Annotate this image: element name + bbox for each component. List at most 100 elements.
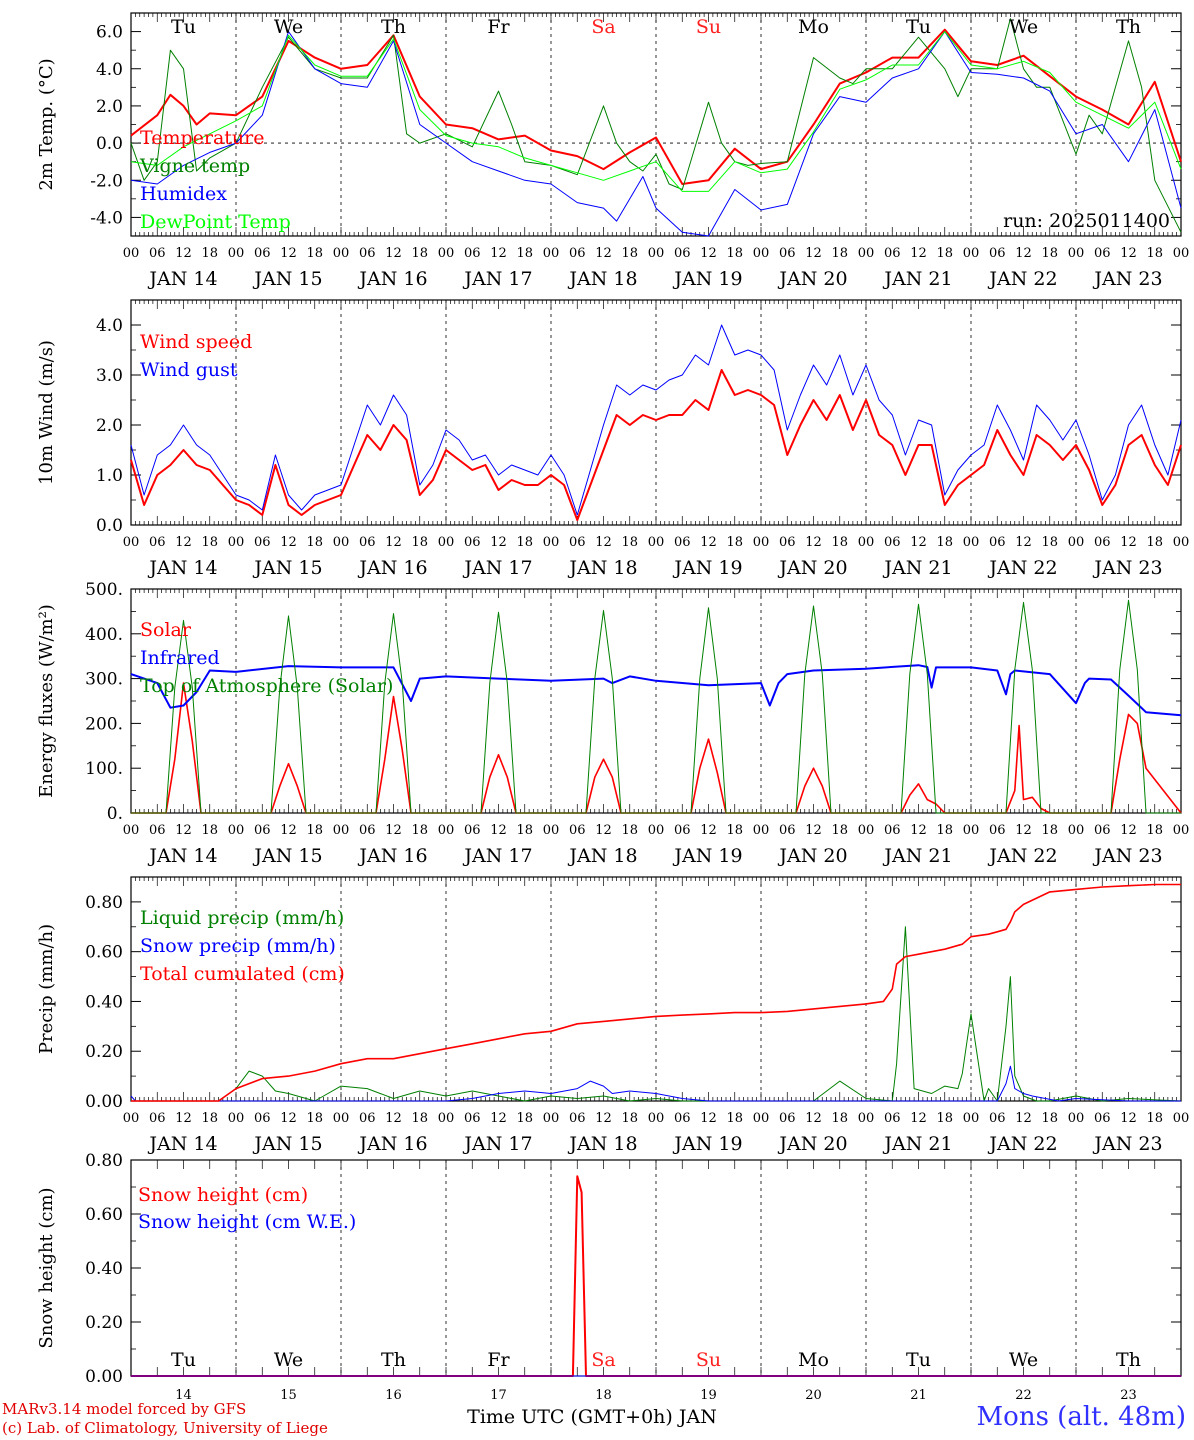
y-tick-label: 300. (85, 670, 123, 690)
hour-label: 12 (490, 246, 507, 261)
hour-label: 12 (1015, 246, 1032, 261)
day-label: JAN 19 (672, 557, 742, 579)
hour-label: 06 (1094, 1111, 1111, 1126)
hour-label: 00 (1068, 535, 1085, 550)
hour-label: 06 (254, 246, 271, 261)
hour-label: 00 (123, 246, 140, 261)
series-line-temperature-0 (130, 28, 1182, 185)
hour-label: 18 (411, 535, 428, 550)
legend-label: Solar (140, 619, 192, 641)
weekday-label-bottom: We (274, 1349, 303, 1371)
hour-label: 18 (621, 535, 638, 550)
legend-label: Wind gust (140, 359, 238, 381)
day-label: JAN 18 (567, 1133, 637, 1155)
hour-label: 12 (1120, 535, 1137, 550)
hour-label: 00 (753, 535, 770, 550)
legend-label: Vigne temp (139, 155, 250, 177)
day-label: JAN 20 (777, 268, 847, 290)
hour-label: 12 (280, 1111, 297, 1126)
day-label: JAN 18 (567, 845, 637, 867)
hour-label: 12 (910, 535, 927, 550)
weekday-label-top: Su (696, 16, 721, 38)
hour-label: 00 (438, 246, 455, 261)
hour-label: 06 (569, 535, 586, 550)
hour-label: 06 (1094, 535, 1111, 550)
hour-label: 12 (175, 823, 192, 838)
hour-label: 12 (385, 535, 402, 550)
hour-label: 00 (543, 246, 560, 261)
y-tick-label: 0.0 (96, 134, 123, 154)
hour-label: 06 (1094, 246, 1111, 261)
hour-label: 06 (464, 246, 481, 261)
hour-label: 06 (674, 823, 691, 838)
hour-label: 18 (306, 1111, 323, 1126)
weekday-label-bottom: Tu (171, 1349, 196, 1371)
hour-label: 12 (175, 1111, 192, 1126)
day-label: JAN 17 (462, 1133, 532, 1155)
day-label: JAN 21 (882, 268, 952, 290)
hour-label: 12 (805, 246, 822, 261)
day-label: JAN 19 (672, 1133, 742, 1155)
day-label: JAN 22 (987, 1133, 1057, 1155)
y-tick-label: 2.0 (96, 416, 123, 436)
hour-label: 12 (175, 246, 192, 261)
y-tick-label: 1.0 (96, 466, 123, 486)
day-label: JAN 21 (882, 557, 952, 579)
hour-label: 18 (201, 246, 218, 261)
hour-label: 12 (805, 1111, 822, 1126)
hour-label: 00 (333, 535, 350, 550)
hour-label: 00 (963, 823, 980, 838)
series-line-snow-0 (131, 1175, 1181, 1377)
series-line-energy-1 (130, 664, 1182, 717)
hour-label: 12 (700, 823, 717, 838)
hour-label: 12 (175, 535, 192, 550)
hour-label: 18 (306, 823, 323, 838)
y-tick-label: 0.60 (85, 943, 123, 963)
bottom-day-number: 16 (385, 1388, 402, 1403)
hour-label: 00 (648, 246, 665, 261)
hour-label: 18 (831, 1111, 848, 1126)
hour-label: 00 (228, 1111, 245, 1126)
legend-label: DewPoint Temp (140, 211, 291, 233)
hour-label: 12 (490, 1111, 507, 1126)
hour-label: 18 (516, 246, 533, 261)
y-tick-label: 0.20 (85, 1042, 123, 1062)
day-label: JAN 15 (252, 268, 322, 290)
bottom-day-number: 17 (490, 1388, 507, 1403)
weekday-label-top: Sa (591, 16, 615, 38)
hour-label: 00 (648, 535, 665, 550)
legend-label: Snow precip (mm/h) (140, 935, 336, 957)
hour-label: 06 (779, 246, 796, 261)
hour-label: 00 (123, 1111, 140, 1126)
bottom-day-number: 14 (175, 1388, 192, 1403)
hour-label: 12 (700, 246, 717, 261)
hour-label: 06 (884, 1111, 901, 1126)
hour-label: 18 (201, 1111, 218, 1126)
hour-label: 18 (726, 535, 743, 550)
hour-label: 00 (333, 246, 350, 261)
weekday-label-bottom: Th (1116, 1349, 1141, 1371)
hour-label: 18 (831, 823, 848, 838)
y-axis-label-precip: Precip (mm/h) (36, 924, 57, 1054)
bottom-day-number: 20 (805, 1388, 822, 1403)
hour-label: 12 (1120, 246, 1137, 261)
hour-label: 18 (411, 246, 428, 261)
day-label: JAN 18 (567, 268, 637, 290)
y-axis-label-snow: Snow height (cm) (36, 1187, 57, 1348)
hour-label: 18 (201, 535, 218, 550)
hour-label: 00 (543, 535, 560, 550)
hour-label: 06 (674, 246, 691, 261)
hour-label: 06 (884, 535, 901, 550)
hour-label: 12 (595, 823, 612, 838)
bottom-day-number: 23 (1120, 1388, 1137, 1403)
hour-label: 06 (674, 535, 691, 550)
y-tick-label: 0.00 (85, 1367, 123, 1387)
legend-label: Snow height (cm) (138, 1184, 308, 1206)
hour-label: 00 (963, 246, 980, 261)
model-credit: MARv3.14 model forced by GFS (2, 1400, 247, 1418)
day-label: JAN 17 (462, 557, 532, 579)
day-label: JAN 15 (252, 1133, 322, 1155)
series-line-wind-1 (130, 324, 1182, 516)
hour-label: 06 (254, 535, 271, 550)
